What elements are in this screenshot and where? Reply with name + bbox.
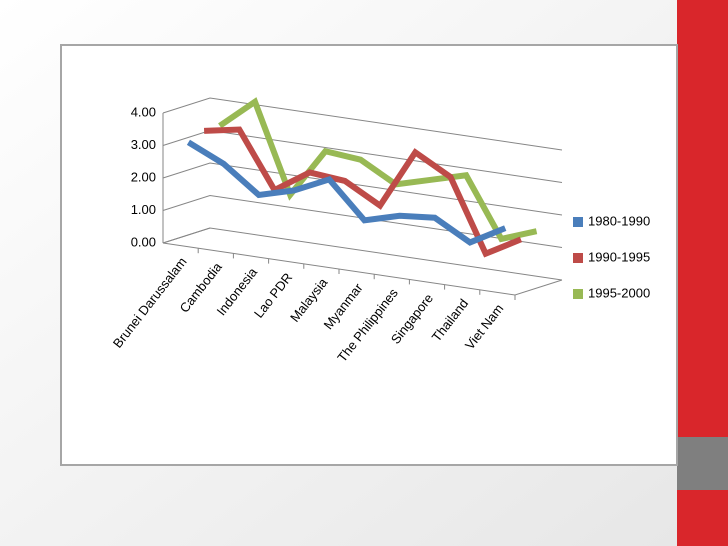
series-line: [218, 97, 538, 243]
y-tick-label: 3.00: [131, 137, 156, 152]
grid-line: [162, 162, 563, 216]
y-tick-label: 1.00: [131, 202, 156, 217]
legend-swatch: [573, 289, 583, 299]
legend-label: 1995-2000: [588, 285, 650, 300]
legend-label: 1980-1990: [588, 213, 650, 228]
legend-swatch: [573, 253, 583, 263]
legend-label: 1990-1995: [588, 249, 650, 264]
legend-swatch: [573, 217, 583, 227]
grid-line: [162, 194, 563, 248]
grid-line: [162, 227, 563, 281]
grid-line: [162, 97, 563, 151]
series-line: [203, 126, 523, 258]
gray-block: [677, 437, 728, 490]
y-tick-label: 2.00: [131, 169, 156, 184]
y-tick-label: 4.00: [131, 104, 156, 119]
series-line: [186, 139, 507, 246]
y-tick-label: 0.00: [131, 234, 156, 249]
